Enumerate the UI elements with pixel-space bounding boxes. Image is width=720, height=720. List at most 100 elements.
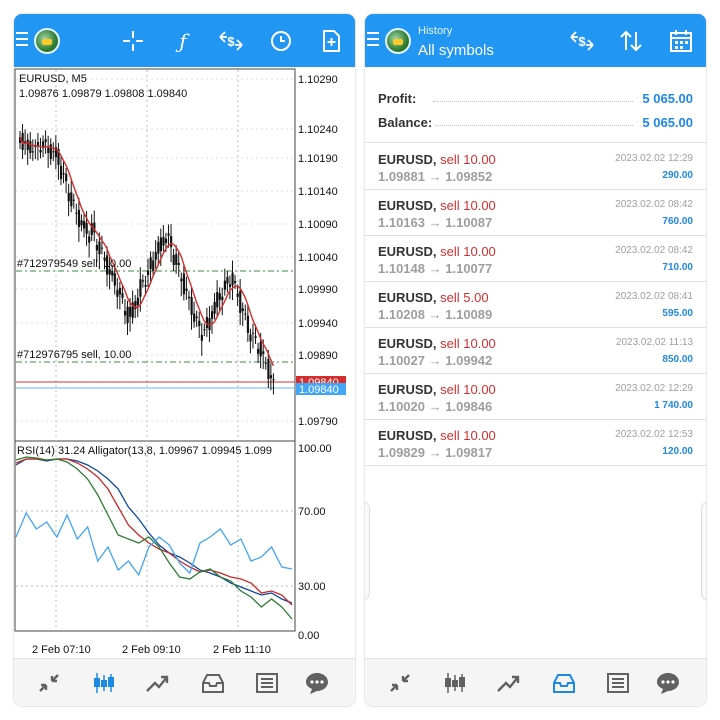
menu-icon[interactable] [367, 32, 379, 46]
candle-body [203, 329, 206, 331]
chat-icon[interactable] [304, 671, 330, 695]
deal-row[interactable]: EURUSD, sell 10.00 1.10027 → 1.09942 2023.… [365, 328, 706, 374]
trade-icon[interactable] [495, 671, 521, 695]
svg-text:$: $ [578, 34, 586, 49]
deal-symbol: EURUSD, sell 5.00 [378, 290, 489, 305]
deal-close-price: 1.10087 [445, 215, 493, 230]
candle-body [267, 359, 270, 379]
quotes-icon[interactable] [36, 671, 62, 695]
candle-body [172, 254, 175, 265]
rsi-frame [14, 440, 296, 632]
arrow-icon: → [428, 445, 442, 460]
app-logo [34, 28, 60, 54]
candle-body [42, 141, 45, 149]
quotes-icon[interactable] [387, 671, 413, 695]
candle-body [113, 273, 116, 286]
candle-body [19, 137, 22, 143]
chart-icon[interactable] [442, 671, 468, 695]
deal-profit: 850.00 [662, 354, 693, 365]
candle-body [100, 247, 104, 249]
chat-icon[interactable] [655, 671, 681, 695]
news-icon[interactable] [605, 671, 631, 695]
candle-body [26, 139, 29, 150]
time-tick: 2 Feb 11:10 [213, 644, 271, 656]
candle-body [195, 316, 198, 319]
deal-row[interactable]: EURUSD, sell 10.00 1.10163 → 1.10087 2023.… [365, 190, 706, 236]
rsi-tick: 70.00 [298, 506, 326, 518]
side-handle[interactable] [701, 501, 706, 601]
candle-body [269, 375, 273, 379]
candle-body [257, 348, 260, 354]
price-tick: 1.09890 [298, 350, 338, 362]
candle-body [59, 165, 63, 180]
menu-icon[interactable] [16, 32, 28, 46]
crosshair-icon[interactable] [120, 28, 146, 54]
candle-body [228, 284, 232, 287]
candle-body [123, 310, 127, 316]
price-tick: 1.10090 [298, 219, 338, 231]
deal-side: sell 10.00 [436, 382, 496, 397]
arrow-icon: → [428, 307, 442, 322]
deal-date: 2023.02.02 12:29 [615, 153, 693, 164]
candle-body [90, 223, 93, 236]
price-chart[interactable]: EURUSD, M5 1.09876 1.09879 1.09808 1.098… [14, 67, 355, 657]
chart-icon[interactable] [91, 671, 117, 695]
candle-body [65, 173, 68, 182]
news-icon[interactable] [254, 671, 280, 695]
candle-body [251, 332, 255, 334]
candle-body [216, 292, 219, 308]
function-icon[interactable]: ƒ [179, 29, 187, 53]
deal-prices: 1.10163 → 1.10087 [378, 215, 492, 230]
deal-row[interactable]: EURUSD, sell 10.00 1.10148 → 1.10077 2023.… [365, 236, 706, 282]
deal-row[interactable]: EURUSD, sell 10.00 1.10020 → 1.09846 2023.… [365, 374, 706, 420]
deal-date: 2023.02.02 11:13 [615, 337, 693, 348]
deal-symbol: EURUSD, sell 10.00 [378, 428, 496, 443]
candle-body [85, 223, 88, 234]
candle-body [72, 199, 75, 201]
arrow-icon: → [428, 399, 442, 414]
trade-icon[interactable] [144, 671, 170, 695]
balance-row: Balance: 5 065.00 [378, 115, 693, 135]
deal-row[interactable]: EURUSD, sell 5.00 1.10208 → 1.10089 2023.0… [365, 282, 706, 328]
candle-body [193, 313, 196, 322]
clock-icon[interactable] [268, 28, 294, 54]
history-icon[interactable] [551, 671, 577, 695]
symbol-filter[interactable]: All symbols [418, 42, 494, 59]
deal-row[interactable]: EURUSD, sell 10.00 1.09881 → 1.09852 2023.… [365, 144, 706, 190]
deal-symbol: EURUSD, sell 10.00 [378, 244, 496, 259]
candle-body [98, 241, 101, 255]
candle-body [236, 293, 239, 297]
deal-date: 2023.02.02 08:42 [615, 199, 693, 210]
chart-screen: ƒ $ EURUSD, M5 1.09876 1.09879 1.09808 1… [14, 14, 355, 706]
candle-body [21, 133, 24, 150]
candle-body [246, 315, 250, 333]
deal-close-price: 1.10077 [445, 261, 493, 276]
candle-body [95, 244, 98, 251]
candle-body [231, 272, 234, 286]
candle-body [226, 276, 229, 284]
candle-body [106, 255, 109, 275]
price-tick: 1.09790 [298, 416, 338, 428]
side-handle[interactable] [365, 501, 370, 601]
deal-symbol: EURUSD, sell 10.00 [378, 198, 496, 213]
sort-icon[interactable] [618, 28, 644, 54]
candle-body [259, 341, 262, 357]
dollar-exchange-icon[interactable]: $ [569, 28, 595, 54]
symbol-label: EURUSD, M5 [19, 73, 87, 85]
candle-body [131, 302, 134, 318]
candle-body [241, 308, 244, 312]
arrow-icon: → [428, 215, 442, 230]
history-icon[interactable] [200, 671, 226, 695]
candle-body [149, 257, 152, 270]
ohlc-label: 1.09876 1.09879 1.09808 1.09840 [19, 88, 187, 100]
deal-row[interactable]: EURUSD, sell 10.00 1.09829 → 1.09817 2023.… [365, 420, 706, 466]
rsi-line [15, 511, 293, 577]
new-order-icon[interactable] [318, 28, 344, 54]
candle-body [54, 147, 58, 158]
deal-date: 2023.02.02 08:42 [615, 245, 693, 256]
dollar-exchange-icon[interactable]: $ [218, 28, 244, 54]
calendar-icon[interactable] [668, 28, 694, 54]
deal-open-price: 1.10020 [378, 399, 425, 414]
ask-tag-text: 1.09840 [299, 384, 339, 396]
balance-label: Balance: [378, 115, 437, 130]
